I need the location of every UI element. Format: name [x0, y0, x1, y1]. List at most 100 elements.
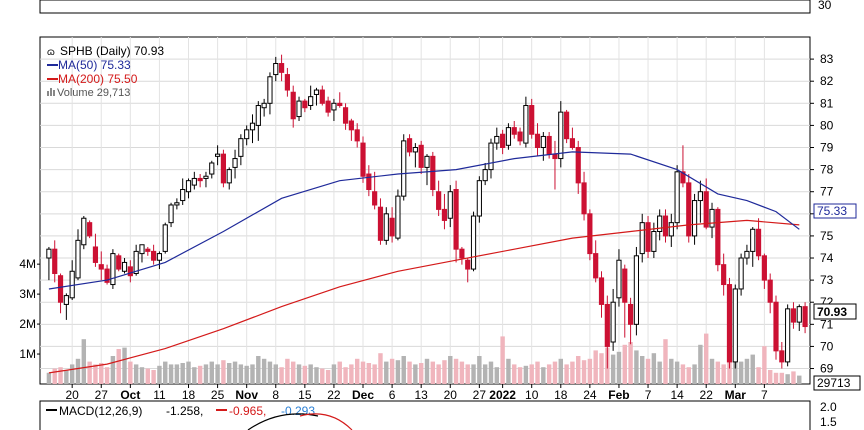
candle-body [517, 131, 523, 142]
candle-body [162, 224, 168, 252]
y-tick-label: 74 [820, 251, 834, 265]
volume-bar [459, 361, 465, 384]
candle-body [238, 138, 244, 157]
candle-body [790, 308, 797, 323]
candle [534, 123, 541, 157]
volume-bar [104, 367, 110, 384]
candle-body [180, 189, 186, 202]
candle [156, 251, 163, 270]
volume-bar [721, 364, 726, 384]
volume-bar [622, 344, 627, 384]
candle [709, 202, 715, 239]
x-tick-label: 18 [554, 388, 568, 402]
candle-body [540, 135, 546, 149]
macd-tick-2: 2.0 [820, 400, 837, 414]
candle-body [610, 301, 616, 343]
volume-bar [663, 339, 668, 384]
candle [372, 171, 378, 210]
candle [337, 92, 343, 108]
volume-bar [389, 358, 395, 384]
candle [63, 293, 69, 320]
candle [75, 229, 81, 281]
candle [564, 109, 570, 144]
candle-body [657, 215, 663, 232]
candle [639, 213, 645, 263]
candle-body [470, 215, 477, 270]
legend-main: SPHB (Daily) 70.93 [60, 44, 164, 58]
candle-body [581, 182, 587, 215]
candle-body [104, 268, 110, 283]
volume-bar [46, 372, 52, 384]
candle [453, 180, 459, 263]
x-tick-label: 22 [700, 388, 714, 402]
candle-body [418, 144, 424, 168]
candle-body [116, 255, 122, 270]
candle [406, 134, 413, 157]
candle [732, 284, 738, 369]
candle-body [98, 264, 104, 270]
volume-bar [564, 364, 569, 384]
volume-bar [541, 367, 546, 384]
candle-body [511, 127, 517, 135]
legend-volume-icon [47, 88, 55, 96]
candle-body [302, 100, 308, 109]
candle [46, 246, 52, 281]
candle-body [482, 169, 488, 182]
candle-body [779, 350, 785, 363]
candle-body [139, 244, 145, 255]
candle [232, 149, 238, 179]
candle [523, 96, 529, 148]
legend-ma50: MA(50) 75.33 [58, 58, 131, 72]
candle-body [75, 239, 81, 279]
y-tick-label: 73 [820, 273, 834, 287]
candle [87, 220, 93, 239]
candle-body [796, 306, 802, 323]
x-tick-label: 6 [389, 388, 396, 402]
candle [296, 96, 302, 121]
volume-bar [674, 361, 680, 384]
candle [610, 288, 616, 351]
y-tick-label: 77 [820, 185, 834, 199]
volume-bar [610, 354, 616, 384]
candle [348, 118, 354, 141]
candle-body [313, 89, 320, 95]
volume-bar [354, 358, 360, 384]
volume-bar [773, 372, 779, 384]
volume-bar [128, 361, 133, 384]
candle-body [244, 129, 250, 140]
x-tick-label: Dec [352, 388, 374, 402]
candle-body [430, 155, 436, 191]
candle [645, 216, 651, 259]
candle [436, 180, 442, 217]
candle [354, 123, 360, 148]
candle-body [662, 215, 669, 237]
volume-bar [139, 367, 145, 384]
candle-body [168, 204, 174, 224]
candle-body [406, 138, 413, 153]
candle-body [354, 129, 360, 142]
candle-body [261, 102, 267, 109]
candle-body [412, 147, 418, 153]
volume-bar [797, 375, 802, 384]
candle-body [569, 138, 576, 149]
candle-body [703, 191, 709, 228]
candle-body [127, 266, 133, 277]
candle-body [395, 195, 401, 239]
y-tick-label: 82 [820, 74, 834, 88]
volume-bar [203, 364, 209, 384]
candle [389, 207, 395, 243]
candle-body [505, 127, 512, 146]
macd-value-1: -1.258, [166, 404, 203, 418]
volume-bar [581, 360, 587, 384]
volume-bar [215, 364, 220, 384]
volume-bar [744, 358, 750, 384]
volume-bar [238, 364, 244, 384]
volume-bar [640, 356, 645, 384]
candle [185, 178, 192, 199]
candle [488, 138, 494, 179]
candle-body [738, 257, 744, 290]
candle-body [191, 177, 197, 186]
volume-bar [785, 374, 790, 384]
candle-body [552, 153, 558, 160]
macd-legend: MACD(12,26,9) -1.258, -0.965, -0.293 [46, 404, 315, 418]
